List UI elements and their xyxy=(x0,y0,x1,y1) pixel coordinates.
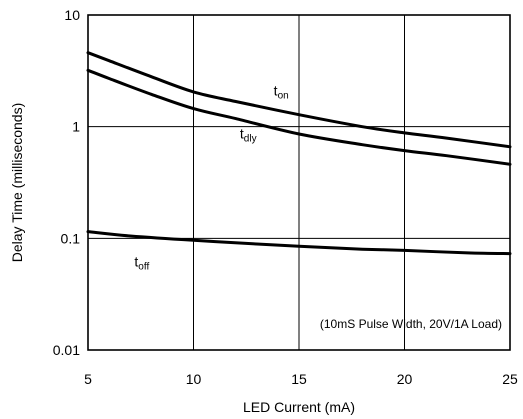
series-line-tdly xyxy=(86,68,512,166)
x-tick-label: 20 xyxy=(397,371,413,387)
series-label-toff: toff xyxy=(134,253,149,272)
y-axis-label: Delay Time (milliseconds) xyxy=(9,103,25,262)
series-label-tdly: tdly xyxy=(240,126,257,145)
x-tick-label: 25 xyxy=(502,371,518,387)
series-labels: ton tdly toff xyxy=(134,83,288,273)
series-line-ton xyxy=(86,51,512,149)
y-tick-label: 0.01 xyxy=(53,342,80,358)
x-tick-label: 10 xyxy=(186,371,202,387)
series-line-toff xyxy=(86,230,512,256)
test-condition-note: (10mS Pulse Width, 20V/1A Load) xyxy=(320,317,502,331)
x-tick-label: 15 xyxy=(291,371,307,387)
y-tick-label: 10 xyxy=(64,7,80,23)
y-tick-label: 1 xyxy=(72,119,80,135)
series-lines xyxy=(86,51,512,256)
x-axis-label: LED Current (mA) xyxy=(243,399,355,415)
x-tick-label: 5 xyxy=(84,371,92,387)
plot-frame xyxy=(87,14,511,351)
grid-lines xyxy=(88,15,510,350)
series-label-ton: ton xyxy=(274,83,289,102)
tick-labels: 5 10 15 20 25 10 1 0.1 0.01 xyxy=(53,7,518,387)
y-tick-label: 0.1 xyxy=(61,230,81,246)
